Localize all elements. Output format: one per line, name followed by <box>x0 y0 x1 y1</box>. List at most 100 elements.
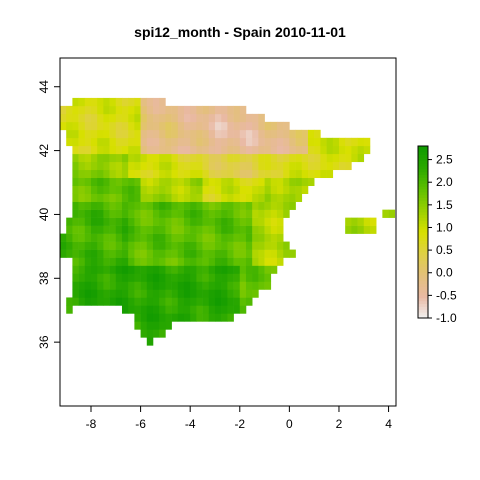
map-cell <box>66 233 73 242</box>
map-cell <box>245 161 253 171</box>
map-cell <box>115 97 123 107</box>
map-cell <box>97 265 104 274</box>
map-cell <box>103 289 110 298</box>
map-cell <box>171 185 179 194</box>
map-cell <box>109 177 117 186</box>
map-cell <box>208 145 216 155</box>
legend-swatch <box>418 286 428 290</box>
map-cell <box>128 241 135 250</box>
map-cell <box>183 281 191 290</box>
map-cell <box>171 257 179 266</box>
map-cell <box>84 273 92 282</box>
map-cell <box>202 121 210 131</box>
map-cell <box>289 249 296 258</box>
map-cell <box>140 297 148 306</box>
map-cell <box>239 297 247 306</box>
map-cell <box>159 225 166 234</box>
map-cell <box>134 113 141 123</box>
map-cell <box>233 185 241 194</box>
map-cell <box>208 225 216 234</box>
map-cell <box>128 129 135 139</box>
chart-title: spi12_month - Spain 2010-11-01 <box>134 24 346 40</box>
map-cell <box>239 145 247 155</box>
map-cell <box>97 145 104 155</box>
map-cell <box>214 177 222 186</box>
legend-swatch <box>418 260 428 264</box>
map-cell <box>233 209 241 218</box>
map-cell <box>208 305 216 314</box>
map-cell <box>134 209 141 218</box>
map-cell <box>134 233 141 242</box>
map-cell <box>97 193 104 202</box>
map-cell <box>276 209 284 218</box>
map-cell <box>289 185 296 194</box>
map-cell <box>183 185 191 194</box>
map-cell <box>252 169 259 179</box>
map-cell <box>171 169 179 179</box>
map-cell <box>264 265 272 274</box>
map-cell <box>171 121 179 131</box>
map-cell <box>177 313 185 322</box>
map-cell <box>152 313 160 322</box>
map-cell <box>128 305 135 314</box>
map-cell <box>196 153 203 163</box>
map-cell <box>165 153 172 163</box>
map-cell <box>128 249 135 258</box>
map-cell <box>202 265 210 274</box>
map-cell <box>252 185 259 194</box>
map-cell <box>152 297 160 306</box>
map-cell <box>258 225 265 234</box>
map-cell <box>72 297 79 306</box>
map-cell <box>227 201 234 210</box>
map-cell <box>84 169 92 179</box>
map-cell <box>245 225 253 234</box>
map-cell <box>177 217 185 226</box>
map-cell <box>84 225 92 234</box>
map-cell <box>91 193 98 202</box>
map-cell <box>245 153 253 163</box>
map-cell <box>258 177 265 186</box>
map-cell <box>258 153 265 163</box>
map-cell <box>214 105 222 115</box>
map-cell <box>202 169 210 179</box>
map-cell <box>239 273 247 282</box>
map-cell <box>165 137 172 147</box>
map-cell <box>171 273 179 282</box>
legend-swatch <box>418 200 428 204</box>
map-cell <box>208 281 216 290</box>
map-cell <box>91 273 98 282</box>
map-cell <box>177 305 185 314</box>
map-cell <box>66 297 73 306</box>
map-cell <box>103 113 110 123</box>
map-cell <box>78 129 86 139</box>
map-cell <box>91 169 98 179</box>
map-cell <box>177 129 185 139</box>
map-cell <box>252 257 259 266</box>
map-cell <box>239 193 247 202</box>
map-cell <box>78 241 86 250</box>
map-cell <box>190 265 197 274</box>
map-cell <box>91 265 98 274</box>
map-cell <box>91 225 98 234</box>
map-cell <box>134 121 141 131</box>
map-cell <box>97 121 104 131</box>
map-cell <box>152 281 160 290</box>
map-cell <box>159 289 166 298</box>
legend-swatch <box>418 194 428 198</box>
map-cell <box>109 297 117 306</box>
legend-swatch <box>418 168 428 173</box>
map-cell <box>363 145 371 155</box>
map-cell <box>233 113 241 123</box>
map-cell <box>283 161 290 171</box>
legend-swatch <box>418 146 428 150</box>
map-cell <box>84 193 92 202</box>
map-cell <box>221 177 228 186</box>
map-cell <box>128 185 135 194</box>
map-cell <box>152 209 160 218</box>
map-cell <box>183 313 191 322</box>
map-cell <box>245 145 253 155</box>
map-cell <box>103 265 110 274</box>
map-cell <box>214 289 222 298</box>
map-cell <box>177 201 185 210</box>
map-cell <box>121 137 129 147</box>
